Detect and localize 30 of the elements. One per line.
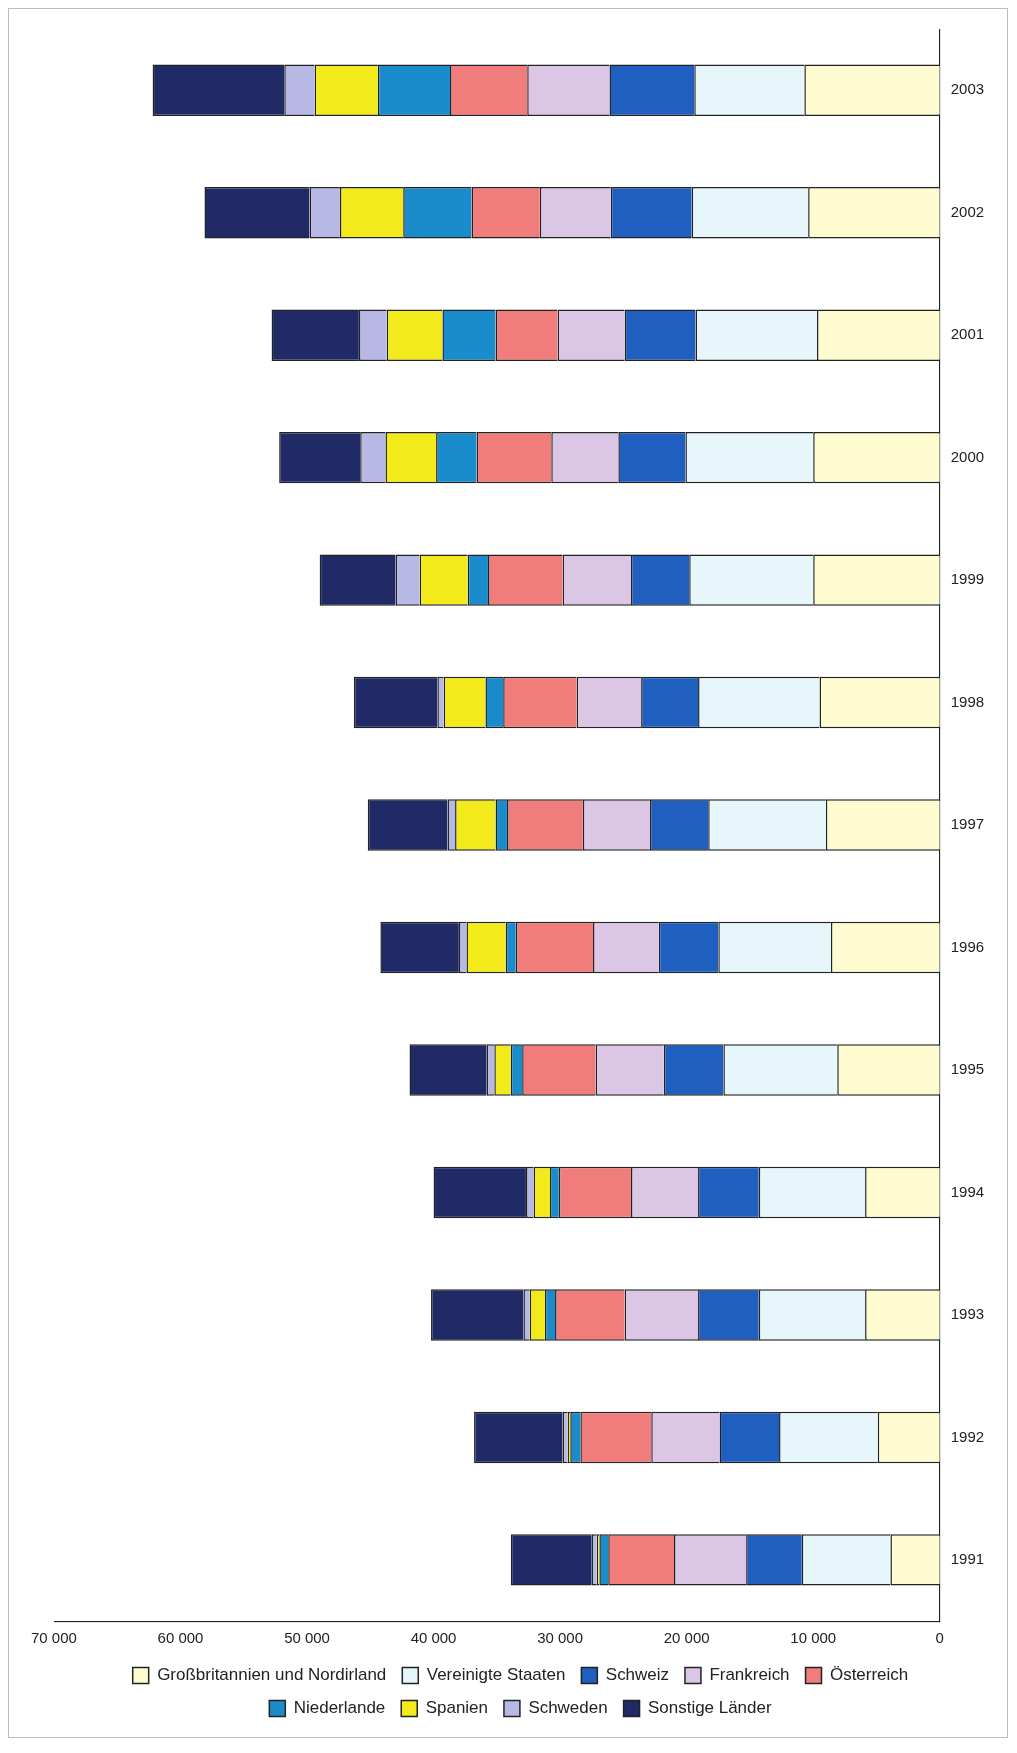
y-tick-label: 1998 [950,692,985,710]
y-tick-label: 2002 [950,202,985,220]
legend-label: Großbritannien und Nordirland [157,1665,387,1685]
x-tick-label: 40 000 [410,1629,457,1647]
y-tick-label: 2003 [950,80,985,98]
legend-label: Österreich [829,1665,909,1685]
y-tick-label: 1994 [950,1182,985,1200]
y-tick-label: 2000 [950,447,985,465]
x-tick-label: 10 000 [790,1629,837,1647]
x-tick-label: 0 [935,1629,944,1647]
x-tick-label: 20 000 [663,1629,710,1647]
x-tick-label: 30 000 [537,1629,583,1647]
legend-label: Vereinigte Staaten [426,1665,566,1685]
y-tick-label: 1999 [950,570,985,588]
legend-label: Schweden [528,1698,608,1718]
y-tick-label: 1995 [950,1060,985,1078]
legend-label: Frankreich [709,1665,790,1685]
y-tick-label: 1991 [950,1550,985,1568]
y-tick-label: 1996 [950,937,985,955]
x-tick-label: 60 000 [157,1629,204,1647]
y-tick-label: 2001 [950,325,985,343]
y-tick-label: 1997 [950,815,985,833]
y-tick-label: 1993 [950,1305,985,1323]
legend-label: Spanien [425,1698,488,1718]
x-tick-label: 50 000 [284,1629,330,1647]
x-tick-label: 70 000 [31,1629,77,1647]
y-tick-label: 1992 [950,1427,985,1445]
legend-label: Sonstige Länder [648,1698,772,1718]
legend-label: Niederlande [293,1698,386,1718]
legend-label: Schweiz [605,1665,669,1685]
